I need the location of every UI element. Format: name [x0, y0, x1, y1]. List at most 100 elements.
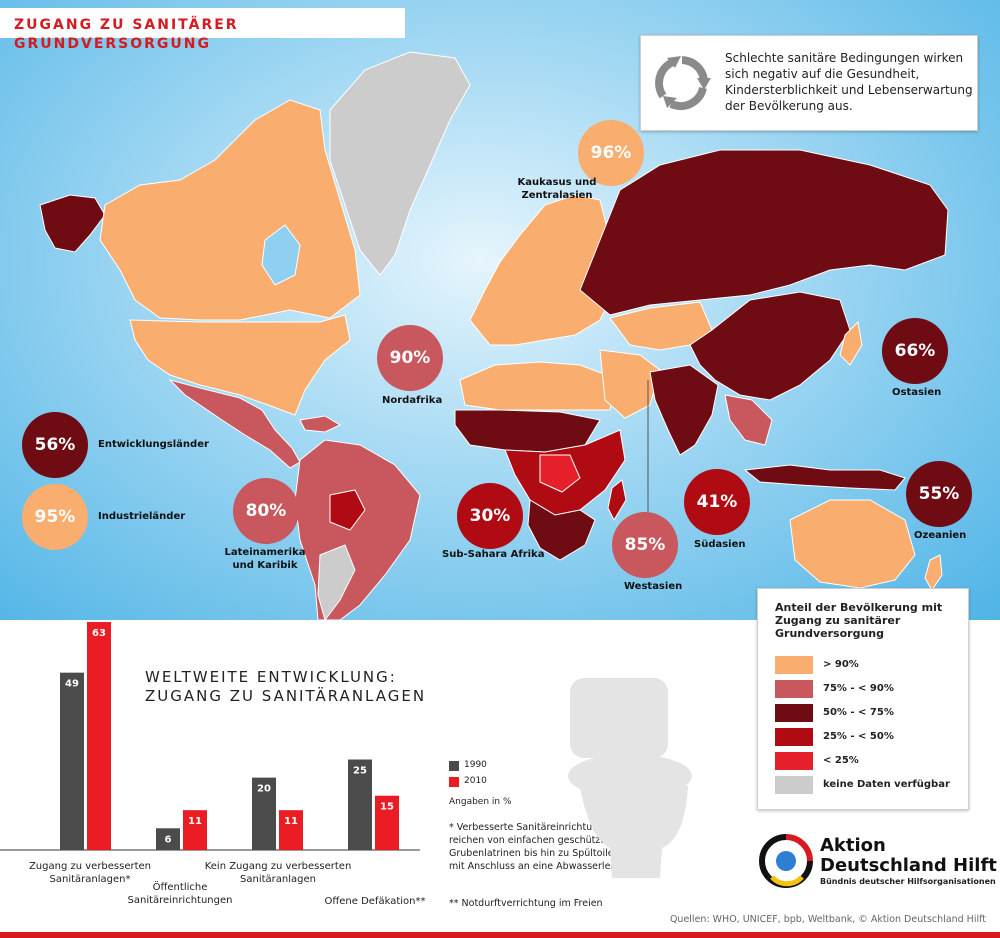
russia-shape: [579, 149, 949, 316]
label-westasien: Westasien: [624, 581, 683, 592]
category-label-1: Zugang zu verbesserten Sanitäranlagen*: [28, 861, 152, 885]
legend-item-no-data: keine Daten verfügbar: [775, 776, 965, 794]
north-africa-shape: [459, 361, 616, 411]
recycle-arrows-icon: [655, 56, 711, 111]
legend-label: < 25%: [823, 755, 859, 766]
southeast-asia-shape: [724, 394, 773, 446]
info-text: Schlechte sanitäre Bedingungen wirken si…: [725, 51, 973, 113]
bubble-westasien: 85%: [612, 512, 678, 578]
brand-name: Aktion Deutschland Hilft: [820, 836, 997, 876]
page-title: ZUGANG ZU SANITÄRER GRUNDVERSORGUNG: [14, 17, 239, 52]
bar-chart: 49 63 6 11 20 11 25 15: [0, 622, 420, 851]
chart-title-line-1: WELTWEITE ENTWICKLUNG:: [145, 668, 397, 686]
indonesia-shape: [743, 464, 906, 491]
series-label: 2010: [464, 776, 487, 786]
bar-1990-1: [60, 672, 84, 850]
middle-east-shape: [599, 349, 661, 419]
legend-label: 50% - < 75%: [823, 707, 894, 718]
series-swatch: [449, 777, 459, 787]
greenland-shape: [329, 51, 471, 276]
bar-1990-3: [252, 777, 276, 850]
label-kaukasus: Kaukasus und Zentralasien: [517, 177, 597, 201]
legend-swatch: [775, 704, 813, 722]
category-label-3: Kein Zugang zu verbesserten Sanitäranlag…: [204, 861, 352, 885]
chart-title-line-2: ZUGANG ZU SANITÄRANLAGEN: [145, 687, 427, 705]
bar-value-label: 15: [380, 802, 394, 813]
bar-value-label: 49: [65, 679, 79, 690]
bar-1990-4: [348, 759, 372, 850]
bar-value-label: 63: [92, 628, 106, 639]
aktion-deutschland-hilft-logo: [759, 834, 813, 888]
bar-value-label: 20: [257, 784, 271, 795]
bar-2010-4: [375, 795, 399, 850]
new-zealand-shape: [924, 554, 943, 591]
legend-swatch: [775, 776, 813, 794]
legend-label: > 90%: [823, 659, 859, 670]
bubble-kaukasus: 96%: [578, 120, 644, 186]
bubble-subsahara: 30%: [457, 483, 523, 549]
legend-swatch: [775, 656, 813, 674]
legend-title: Anteil der Bevölkerung mit Zugang zu san…: [775, 601, 943, 640]
alaska-shape: [39, 194, 106, 253]
australia-shape: [789, 499, 916, 589]
title-bar: ZUGANG ZU SANITÄRER GRUNDVERSORGUNG: [0, 8, 405, 52]
label-industrielaender: Industrieländer: [98, 511, 186, 522]
brand-name-line-2: Deutschland Hilft: [820, 855, 997, 876]
bar-2010-3: [279, 810, 303, 850]
caribbean-shape: [299, 415, 342, 433]
label-entwicklungslaender: Entwicklungsländer: [98, 439, 209, 450]
legend-swatch: [775, 728, 813, 746]
hudson-bay-shape: [261, 224, 301, 286]
bubble-nordafrika: 90%: [377, 325, 443, 391]
bar-value-label: 11: [284, 816, 298, 827]
japan-shape: [839, 320, 863, 366]
toilet-icon: [568, 678, 692, 878]
legend-item-over-90: > 90%: [775, 656, 965, 674]
source-credit: Quellen: WHO, UNICEF, bpb, Weltbank, © A…: [669, 914, 986, 925]
bubble-ozeanien: 55%: [906, 461, 972, 527]
category-label-2: Öffentliche Sanitäreinrichtungen: [127, 882, 233, 906]
legend-item-25-50: 25% - < 50%: [775, 728, 965, 746]
mexico-shape: [168, 379, 301, 469]
label-ostasien: Ostasien: [892, 387, 942, 398]
bubble-industrielaender: 95%: [22, 484, 88, 550]
madagascar-shape: [607, 479, 627, 522]
bar-value-label: 11: [188, 816, 202, 827]
legend-label: 75% - < 90%: [823, 683, 894, 694]
legend-label: 25% - < 50%: [823, 731, 894, 742]
label-nordafrika: Nordafrika: [382, 395, 443, 406]
unit-note: Angaben in %: [449, 797, 512, 807]
footnote-open-defecation: ** Notdurftverrichtung im Freien: [449, 898, 603, 909]
series-label: 1990: [464, 760, 487, 770]
bar-2010-2: [183, 810, 207, 850]
legend-item-50-75: 50% - < 75%: [775, 704, 965, 722]
label-subsahara: Sub-Sahara Afrika: [442, 549, 545, 560]
china-shape: [689, 291, 851, 401]
chart-title: WELTWEITE ENTWICKLUNG: ZUGANG ZU SANITÄR…: [145, 668, 426, 706]
bubble-ostasien: 66%: [882, 318, 948, 384]
southern-africa-shape: [527, 499, 596, 561]
south-america-shape: [294, 439, 421, 620]
congo-shape: [539, 454, 581, 493]
canada-shape: [99, 99, 361, 321]
bubble-lateinamerika: 80%: [233, 478, 299, 544]
label-lateinamerika: Lateinamerika und Karibik: [224, 547, 306, 571]
bar-2010-1: [87, 622, 111, 850]
info-box: Schlechte sanitäre Bedingungen wirken si…: [640, 35, 978, 131]
india-shape: [649, 364, 719, 456]
footnote-improved-sanitation: * Verbesserte Sanitäreinrichtungen reich…: [449, 822, 635, 872]
bar-value-label: 6: [165, 834, 172, 845]
brand-name-line-1: Aktion: [820, 835, 886, 856]
bubble-entwicklungslaender: 56%: [22, 412, 88, 478]
bubble-suedasien: 41%: [684, 469, 750, 535]
legend-label: keine Daten verfügbar: [823, 779, 950, 790]
brand-tagline: Bündnis deutscher Hilfsorganisationen: [820, 877, 996, 886]
legend-item-under-25: < 25%: [775, 752, 965, 770]
label-ozeanien: Ozeanien: [914, 530, 967, 541]
usa-shape: [129, 314, 351, 416]
bolivia-shape: [329, 489, 366, 531]
legend-swatch: [775, 680, 813, 698]
legend-item-75-90: 75% - < 90%: [775, 680, 965, 698]
bar-value-label: 25: [353, 766, 367, 777]
category-label-4: Offene Defäkation**: [324, 896, 426, 907]
